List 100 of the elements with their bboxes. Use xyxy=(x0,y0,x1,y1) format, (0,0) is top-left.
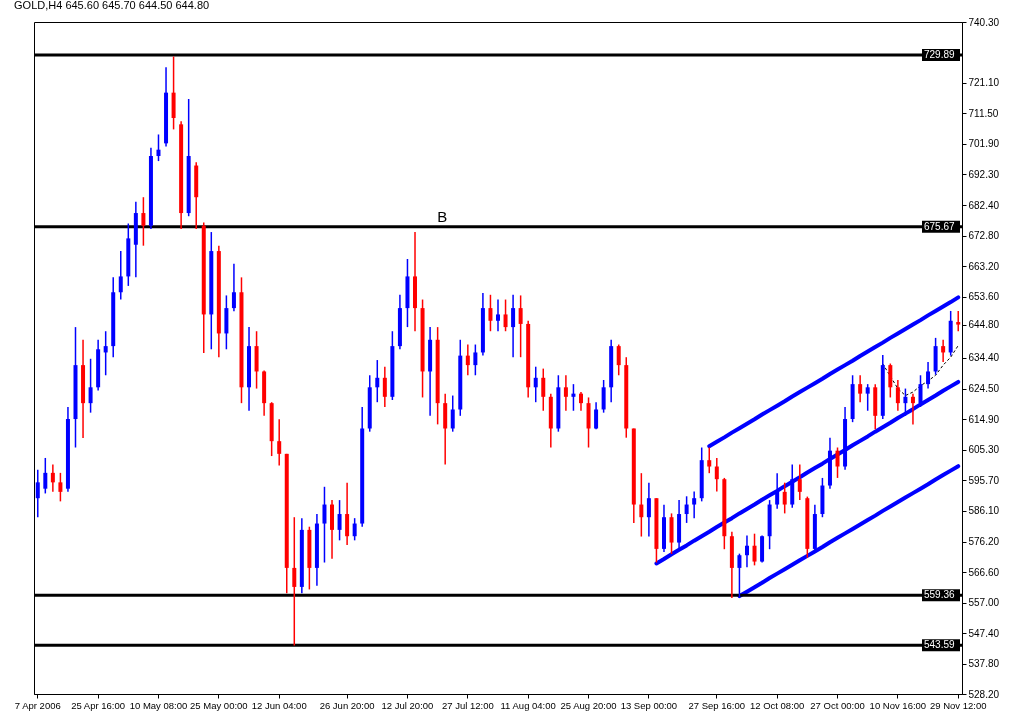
candlestick xyxy=(714,457,719,493)
ref-line-label: 675.67 xyxy=(924,220,956,232)
x-tick-label: 25 Apr 16:00 xyxy=(71,699,126,711)
x-tick-label: 10 May 08:00 xyxy=(129,699,188,711)
candlestick xyxy=(231,262,236,313)
y-tick-label: 682.40 xyxy=(968,199,1000,211)
y-tick-label: 663.20 xyxy=(968,260,1000,272)
candlestick xyxy=(496,298,500,332)
candlestick xyxy=(797,463,802,501)
y-tick-label: 576.20 xyxy=(968,536,1000,548)
candlestick xyxy=(775,472,780,510)
candlestick xyxy=(533,365,538,403)
y-tick-label: 624.50 xyxy=(968,383,1000,395)
candlestick xyxy=(888,362,893,399)
candlestick xyxy=(707,446,712,474)
y-tick-label: 711.50 xyxy=(968,107,999,119)
candlestick xyxy=(835,446,840,479)
candlestick xyxy=(322,486,327,564)
y-tick-label: 547.40 xyxy=(968,627,1000,639)
candlestick xyxy=(692,490,697,519)
y-tick-label: 586.10 xyxy=(968,505,1000,517)
candlestick xyxy=(782,481,787,515)
candlestick xyxy=(58,472,63,503)
candlestick xyxy=(88,358,93,414)
candlestick xyxy=(903,387,908,417)
chart-title: GOLD,H4 645.60 645.70 644.50 644.80 xyxy=(14,0,210,11)
candlestick xyxy=(571,383,576,412)
y-tick-label: 557.00 xyxy=(968,597,1000,609)
candlestick xyxy=(50,463,55,493)
x-tick-label: 12 Jun 04:00 xyxy=(251,699,307,711)
candlestick xyxy=(895,379,900,412)
y-tick-label: 566.60 xyxy=(968,566,1000,578)
candlestick xyxy=(752,532,757,567)
x-tick-label: 12 Jul 20:00 xyxy=(381,699,434,711)
candlestick xyxy=(578,391,583,412)
candlestick xyxy=(956,310,961,332)
candlestick xyxy=(375,359,380,403)
candlestick xyxy=(744,534,749,569)
candlestick xyxy=(639,472,644,538)
x-tick-label: 13 Sep 00:00 xyxy=(620,699,678,711)
candlestick xyxy=(352,517,357,542)
candlestick xyxy=(541,367,546,412)
candlestick xyxy=(450,394,455,433)
x-tick-label: 27 Jul 12:00 xyxy=(441,699,494,711)
x-tick-label: 29 Nov 12:00 xyxy=(929,699,987,711)
candlestick xyxy=(865,383,870,412)
ref-line-label: 729.89 xyxy=(924,48,956,60)
candlestick xyxy=(43,457,48,495)
candlestick xyxy=(858,374,863,403)
ref-line-label: 543.59 xyxy=(924,639,956,651)
y-tick-label: 692.30 xyxy=(968,168,1000,180)
candlestick xyxy=(594,401,599,430)
candlestick xyxy=(118,250,123,301)
line-series xyxy=(707,295,961,449)
y-tick-label: 528.20 xyxy=(968,688,1000,700)
ref-line-label: 559.36 xyxy=(924,589,956,601)
y-tick-label: 614.90 xyxy=(968,413,1000,425)
candlestick xyxy=(465,343,470,377)
candlestick xyxy=(382,365,387,408)
candlestick xyxy=(941,339,946,363)
candlestick xyxy=(35,468,40,518)
x-tick-label: 11 Aug 04:00 xyxy=(500,699,556,711)
candlestick xyxy=(156,133,161,162)
y-tick-label: 634.40 xyxy=(968,352,1000,364)
candlestick xyxy=(488,294,493,332)
y-tick-label: 721.10 xyxy=(968,77,1000,89)
candlestick xyxy=(473,343,478,377)
x-tick-label: 12 Oct 08:00 xyxy=(749,699,805,711)
candlestick xyxy=(910,392,915,426)
candlestick xyxy=(345,481,350,546)
y-tick-label: 605.30 xyxy=(968,444,1000,456)
y-tick-label: 672.80 xyxy=(968,230,1000,242)
y-tick-label: 537.80 xyxy=(968,658,1000,670)
x-tick-label: 26 Jun 20:00 xyxy=(319,699,375,711)
candlestick xyxy=(563,374,568,412)
x-tick-label: 25 May 00:00 xyxy=(190,699,248,711)
candlestick xyxy=(616,343,621,377)
y-tick-label: 740.30 xyxy=(968,16,1000,28)
candlestick xyxy=(141,196,146,247)
candlestick xyxy=(511,294,516,358)
candlestick xyxy=(926,361,931,390)
x-tick-label: 25 Aug 20:00 xyxy=(560,699,617,711)
x-tick-label: 27 Oct 00:00 xyxy=(810,699,865,711)
candlestick xyxy=(503,298,508,332)
candlestick xyxy=(103,330,108,377)
x-tick-label: 27 Sep 16:00 xyxy=(688,699,746,711)
candlestick xyxy=(684,495,689,524)
y-tick-label: 701.90 xyxy=(968,138,1000,150)
x-tick-label: 7 Apr 2006 xyxy=(14,699,61,711)
annotation: B xyxy=(437,207,448,225)
line-series xyxy=(654,379,961,566)
candlestick xyxy=(337,499,342,542)
y-tick-label: 653.60 xyxy=(968,291,1000,303)
y-tick-label: 644.80 xyxy=(968,319,1000,331)
candlestick xyxy=(277,418,282,467)
y-tick-label: 595.70 xyxy=(968,474,1000,486)
candlestick xyxy=(646,481,651,538)
x-tick-label: 10 Nov 16:00 xyxy=(869,699,927,711)
candlestick xyxy=(518,294,523,358)
candlestick xyxy=(292,516,297,647)
